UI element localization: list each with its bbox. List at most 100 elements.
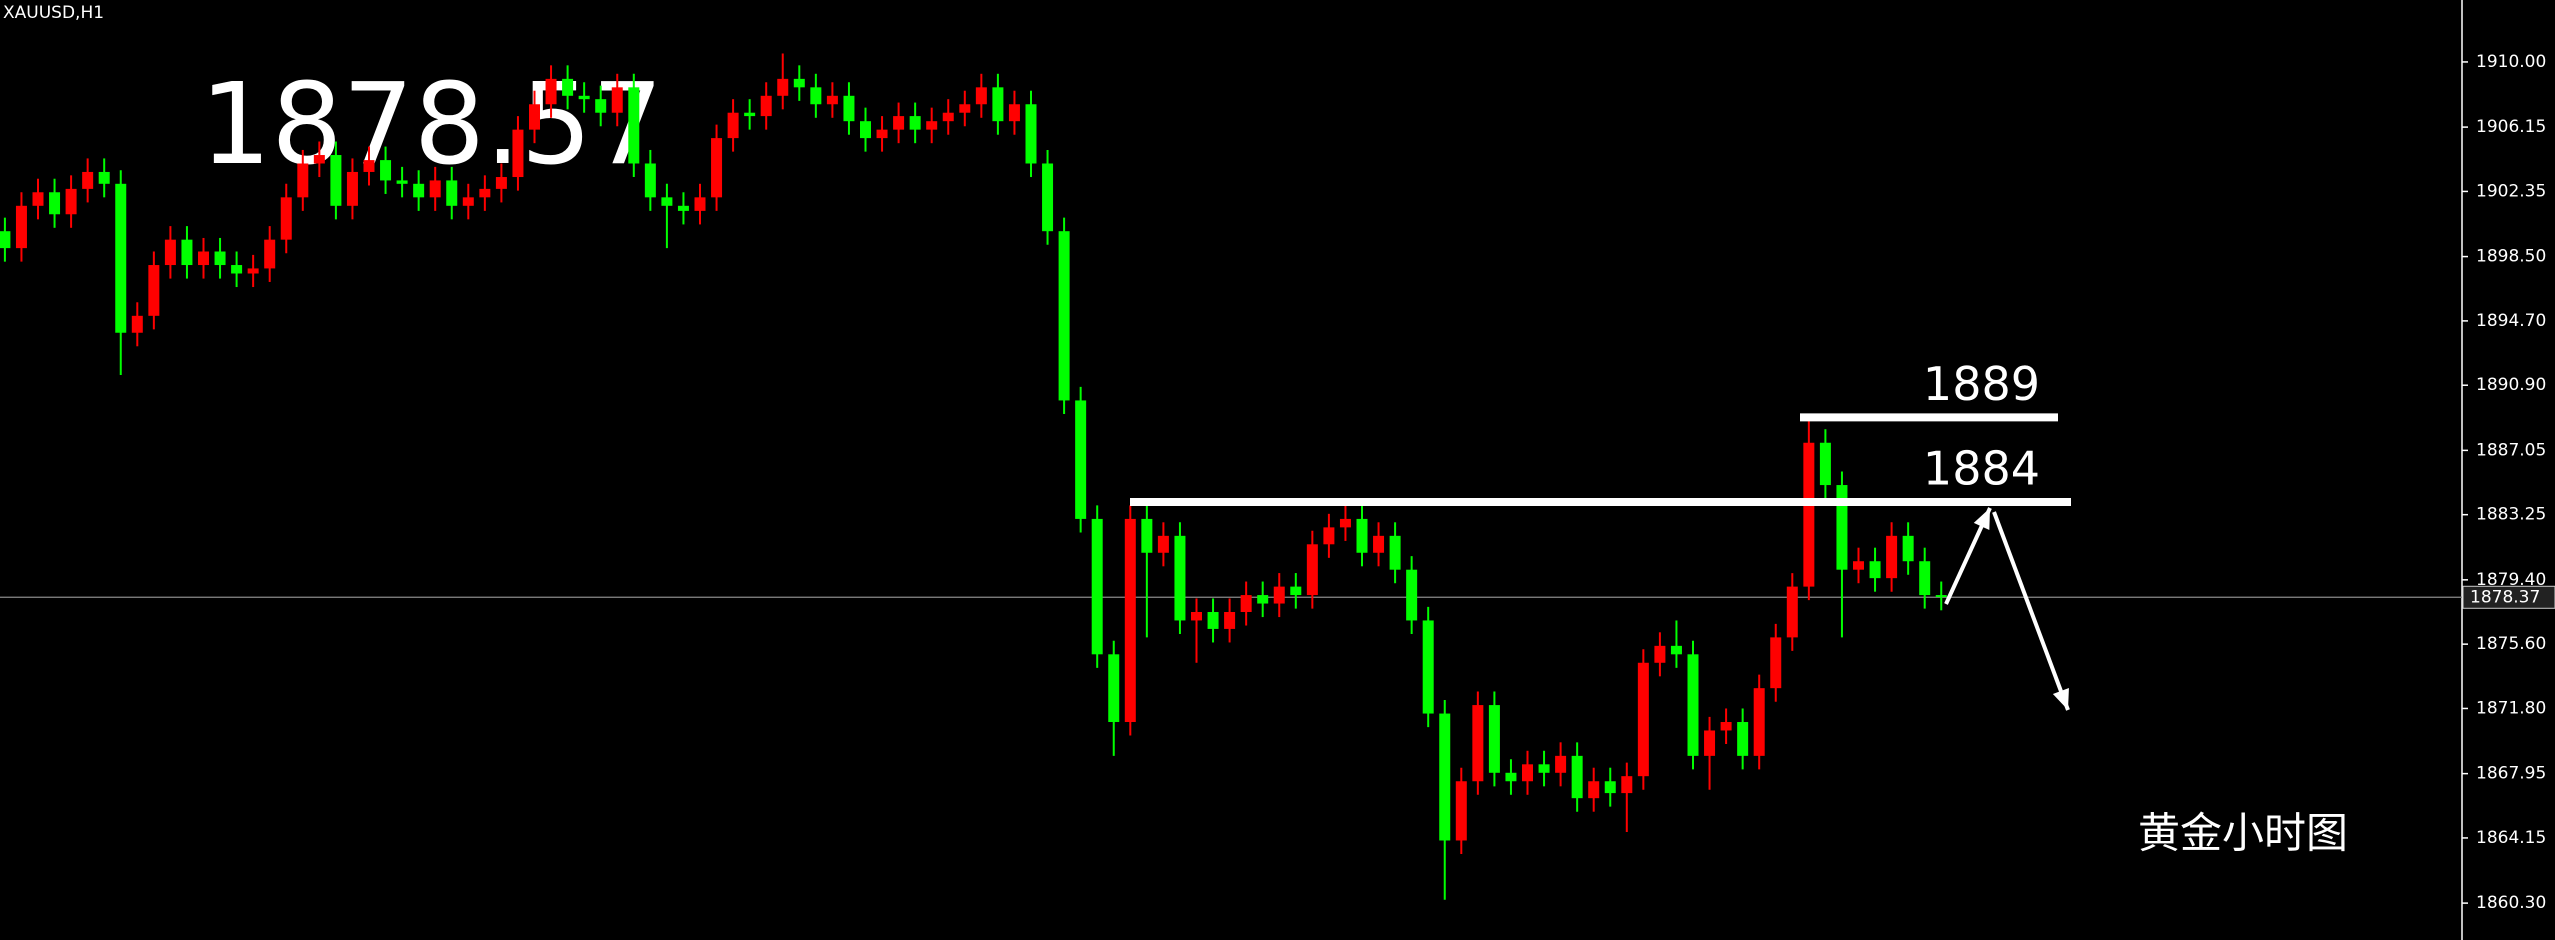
last-price-box [2462, 585, 2555, 609]
candle-body [1389, 535, 1401, 570]
candle-body [1737, 722, 1749, 756]
candle-body [148, 265, 160, 316]
candle-body [380, 160, 392, 181]
candle-body [479, 188, 491, 198]
candle-body [893, 116, 905, 130]
candle-body [1042, 163, 1054, 232]
candle-body [1273, 586, 1285, 604]
candle-body [1538, 764, 1550, 773]
y-tick-label: 1860.30 [2476, 893, 2546, 913]
candle-body [297, 163, 309, 198]
candle-body [1306, 544, 1318, 596]
candle-body [1207, 611, 1219, 629]
level-label: 1884 [1923, 441, 2040, 495]
candle-body [32, 192, 44, 206]
candle-body [677, 205, 689, 211]
y-tick-label: 1910.00 [2476, 52, 2546, 72]
candle-body [1339, 518, 1351, 528]
arrow-head [2052, 688, 2069, 710]
y-tick-label: 1890.90 [2476, 375, 2546, 395]
y-tick-label: 1906.15 [2476, 117, 2546, 137]
candle-body [1770, 637, 1782, 689]
candle-body [15, 205, 27, 249]
candle-body [1174, 535, 1186, 621]
candle-body [1157, 535, 1169, 553]
candle-body [82, 171, 94, 189]
candle-body [231, 265, 243, 274]
candle-body [1439, 713, 1451, 841]
candle-body [1356, 518, 1368, 553]
candle-body [744, 112, 756, 117]
candle-body [1488, 705, 1500, 773]
candle-body [860, 121, 871, 139]
candle-body [1505, 772, 1517, 782]
candle-body [562, 78, 574, 96]
candle-body [164, 239, 176, 266]
candle-body [363, 160, 375, 172]
candle-body [529, 104, 540, 130]
candle-body [181, 239, 193, 266]
candle-body [413, 183, 425, 198]
candle-body [1604, 781, 1616, 794]
candle-body [1687, 654, 1699, 756]
candle-body [115, 183, 127, 333]
candle-body [1124, 518, 1136, 723]
candle-body [611, 87, 623, 113]
y-tick-label: 1864.15 [2476, 828, 2546, 848]
candle-body [644, 163, 656, 198]
candle-body [1555, 755, 1567, 773]
candle-body [1472, 705, 1484, 782]
candle-body [1670, 645, 1682, 655]
candle-body [1753, 688, 1765, 756]
candle-body [711, 138, 723, 198]
candle-body [1588, 781, 1600, 799]
candle-body [65, 188, 77, 215]
candle-body [843, 95, 855, 122]
candle-body [495, 177, 507, 189]
candle-body [578, 95, 590, 100]
candle-body [280, 197, 292, 240]
candle-body [727, 112, 739, 139]
candle-body [1621, 776, 1633, 794]
candle-body [446, 180, 458, 206]
level-label: 1889 [1923, 357, 2040, 411]
candle-body [1323, 527, 1335, 545]
candle-body [1836, 485, 1848, 570]
candle-body [214, 251, 226, 266]
candle-body [198, 251, 209, 266]
candle-body [512, 129, 524, 178]
candle-body [1141, 518, 1153, 553]
candle-body [810, 87, 822, 105]
projection-arrow [1992, 511, 2070, 711]
candle-body [1853, 561, 1864, 570]
candle-body [98, 171, 110, 184]
candle-body [1108, 654, 1120, 723]
y-tick-label: 1875.60 [2476, 634, 2546, 654]
chart-caption: 黄金小时图 [2138, 809, 2348, 858]
candle-body [661, 197, 673, 206]
candle-body [777, 78, 789, 96]
candle-body [1455, 781, 1467, 841]
y-tick-label: 1887.05 [2476, 440, 2546, 460]
candle-body [1075, 400, 1087, 519]
candle-body [1406, 569, 1418, 621]
candle-body [330, 155, 342, 206]
candle-body [1704, 730, 1716, 756]
candle-body [1240, 595, 1252, 612]
candle-body [909, 116, 921, 130]
candle-body [876, 129, 888, 139]
candle-body [1191, 611, 1202, 621]
candle-body [1373, 535, 1385, 553]
candle-body [975, 87, 987, 105]
candle-body [313, 155, 325, 164]
candle-body [1422, 620, 1434, 714]
candle-body [628, 87, 640, 164]
y-tick-label: 1871.80 [2476, 698, 2546, 718]
candle-body [1720, 722, 1732, 731]
candle-body [1637, 662, 1649, 777]
y-tick-label: 1867.95 [2476, 764, 2546, 784]
candle-body [959, 104, 971, 113]
